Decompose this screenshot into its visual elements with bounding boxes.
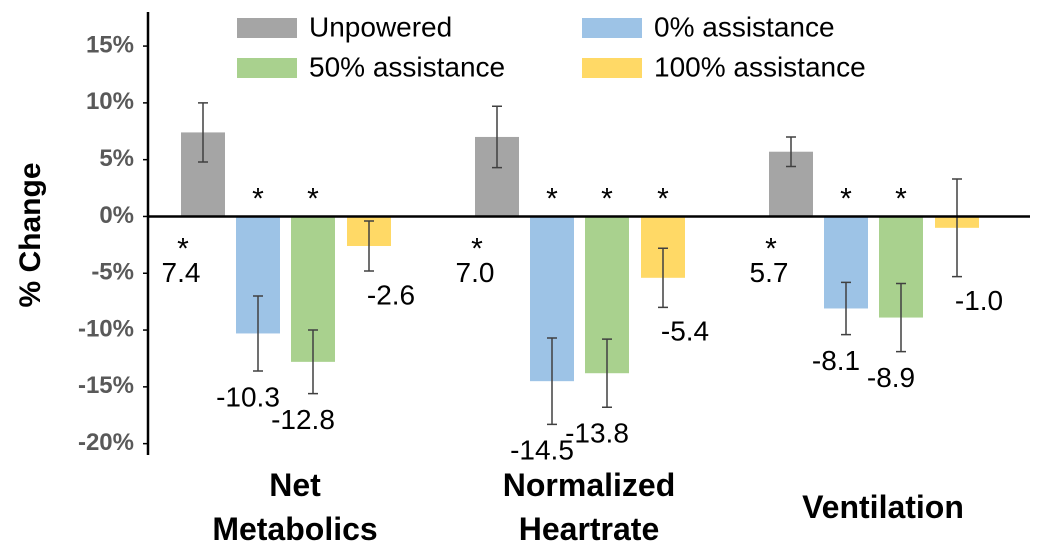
value-label: -10.3 — [216, 381, 280, 412]
value-label: 7.4 — [162, 257, 201, 288]
y-tick-label: 0% — [99, 202, 134, 229]
significance-marker: * — [765, 232, 777, 265]
value-label: -12.8 — [271, 404, 335, 435]
error-bar — [547, 337, 557, 426]
error-bar — [308, 329, 318, 395]
error-bar — [364, 220, 374, 272]
category-label-box: Ventilation — [753, 462, 1013, 552]
y-tick-label: -15% — [78, 372, 134, 399]
value-label: -8.1 — [812, 345, 860, 376]
value-label: -2.6 — [367, 279, 415, 310]
y-tick-label: 15% — [86, 31, 134, 58]
legend-swatch — [237, 18, 297, 38]
category-label-box: Normalized Heartrate — [459, 462, 719, 552]
significance-marker: * — [471, 232, 483, 265]
significance-marker: * — [252, 182, 264, 215]
error-bar — [198, 102, 208, 163]
legend-label: 100% assistance — [654, 51, 866, 82]
error-bar — [952, 178, 962, 278]
significance-marker: * — [895, 182, 907, 215]
category-label-box: Net Metabolics — [165, 462, 425, 552]
error-bar — [602, 338, 612, 409]
error-bar — [896, 282, 906, 353]
error-bar — [253, 295, 263, 372]
value-label: 7.0 — [456, 257, 495, 288]
y-tick-label: -20% — [78, 429, 134, 456]
value-label: -14.5 — [510, 435, 574, 466]
x-tick-label: Ventilation — [802, 489, 964, 525]
legend-swatch — [237, 58, 297, 78]
significance-marker: * — [307, 182, 319, 215]
legend-label: 0% assistance — [654, 11, 835, 42]
error-bar — [492, 105, 502, 169]
y-tick-label: 10% — [86, 88, 134, 115]
value-label: 5.7 — [750, 257, 789, 288]
significance-marker: * — [601, 182, 613, 215]
y-axis-title: % Change — [14, 162, 47, 307]
significance-marker: * — [657, 182, 669, 215]
x-tick-label: Normalized Heartrate — [502, 467, 676, 547]
y-tick-label: -10% — [78, 315, 134, 342]
significance-marker: * — [840, 182, 852, 215]
error-bar — [786, 136, 796, 168]
legend-swatch — [582, 58, 642, 78]
x-tick-label: Net Metabolics — [212, 467, 378, 547]
error-bar — [841, 281, 851, 336]
legend-swatch — [582, 18, 642, 38]
y-tick-label: 5% — [99, 145, 134, 172]
value-label: -1.0 — [955, 285, 1003, 316]
significance-marker: * — [177, 232, 189, 265]
legend-label: 50% assistance — [309, 51, 505, 82]
value-label: -5.4 — [661, 316, 709, 347]
legend-label: Unpowered — [309, 11, 452, 42]
value-label: -8.9 — [867, 362, 915, 393]
significance-marker: * — [546, 182, 558, 215]
y-tick-label: -5% — [91, 259, 134, 286]
value-label: -13.8 — [565, 418, 629, 449]
error-bar — [658, 247, 668, 309]
